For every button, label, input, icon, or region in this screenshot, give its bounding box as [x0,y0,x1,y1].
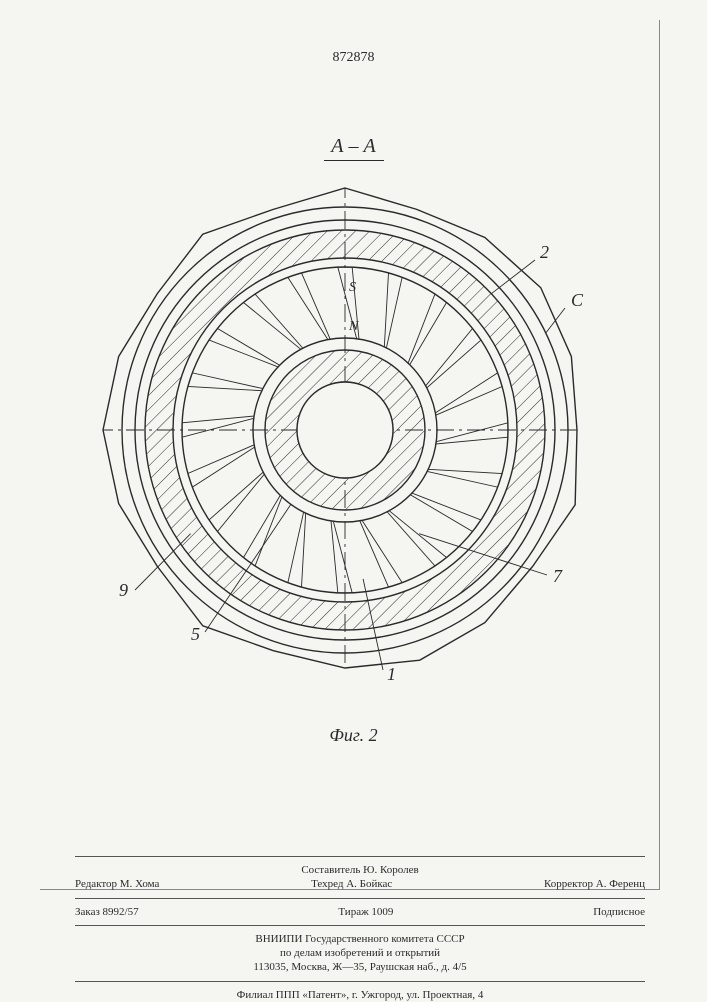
credits-block: Составитель Ю. Королев Редактор М. Хома … [75,850,645,1002]
svg-text:N: N [348,319,359,334]
svg-text:2: 2 [540,242,549,262]
cross-section-diagram: S N 2 С 7 1 5 9 [95,180,595,680]
svg-text:5: 5 [191,624,200,644]
order: Заказ 8992/57 [75,905,139,919]
section-underline [324,160,384,161]
org-line2: по делам изобретений и открытий [75,946,645,960]
compiler-line: Составитель Ю. Королев [75,863,645,877]
techred: Техред А. Бойкас [311,877,392,891]
svg-text:С: С [571,290,584,310]
corrector: Корректор А. Ференц [544,877,645,891]
svg-text:7: 7 [553,566,563,586]
org-line1: ВНИИПИ Государственного комитета СССР [75,932,645,946]
tirazh: Тираж 1009 [338,905,393,919]
podpisnoe: Подписное [593,905,645,919]
document-number: 872878 [333,50,375,66]
section-label: А – А [331,135,375,158]
svg-text:S: S [349,280,356,295]
figure-label: Фиг. 2 [329,725,377,746]
svg-text:1: 1 [387,664,396,680]
editor: Редактор М. Хома [75,877,159,891]
addr-line1: 113035, Москва, Ж—35, Раушская наб., д. … [75,960,645,974]
svg-text:9: 9 [119,580,128,600]
